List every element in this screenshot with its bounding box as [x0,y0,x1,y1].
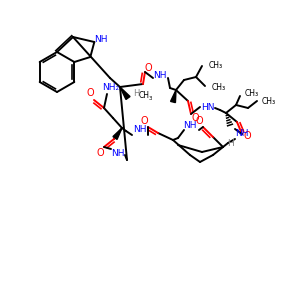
Polygon shape [113,128,122,140]
Text: NH: NH [94,35,108,44]
Text: O: O [86,88,94,98]
Text: NH: NH [235,128,249,137]
Text: NH: NH [183,121,197,130]
Text: NH: NH [133,124,147,134]
Text: O: O [191,113,199,123]
Polygon shape [120,87,130,100]
Text: NH₂: NH₂ [102,83,120,92]
Text: HN: HN [201,103,215,112]
Text: H: H [226,140,233,148]
Text: NH: NH [111,149,125,158]
Text: O: O [96,148,104,158]
Polygon shape [171,90,176,103]
Text: CH₃: CH₃ [209,61,223,70]
Text: O: O [195,116,203,126]
Text: O: O [243,131,251,141]
Text: CH₃: CH₃ [212,82,226,91]
Text: CH₃: CH₃ [245,89,259,98]
Text: 3: 3 [148,97,152,101]
Text: CH: CH [139,92,149,100]
Text: H: H [133,88,139,98]
Text: O: O [144,63,152,73]
Text: O: O [140,116,148,126]
Text: NH: NH [153,70,167,80]
Text: CH₃: CH₃ [262,97,276,106]
